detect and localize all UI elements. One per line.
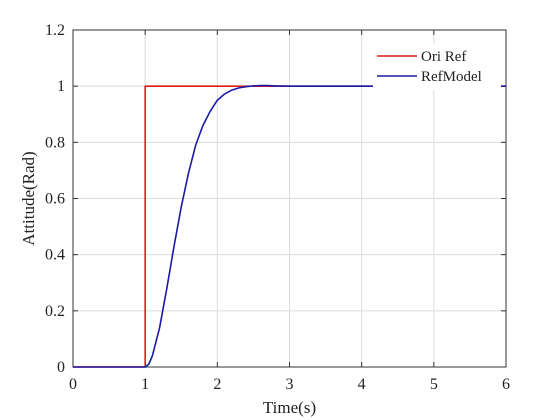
legend-label: Ori Ref xyxy=(421,49,466,65)
legend-label: RefModel xyxy=(421,69,482,85)
series-lines xyxy=(73,84,506,368)
series-line-2 xyxy=(73,84,506,368)
y-axis-label: Attitude(Rad) xyxy=(19,151,38,245)
x-tick-label: 5 xyxy=(430,376,438,393)
axis-ticks: 0 1 2 3 4 5 6 0 0.2 0.4 0.6 0.8 1 1.2 xyxy=(45,22,510,393)
y-tick-label: 0.6 xyxy=(45,191,65,208)
x-tick-label: 6 xyxy=(502,376,510,393)
x-axis-label: Time(s) xyxy=(263,398,316,417)
x-tick-label: 1 xyxy=(141,376,149,393)
legend: Ori Ref RefModel xyxy=(373,44,501,90)
x-tick-label: 2 xyxy=(213,376,221,393)
y-tick-label: 1.2 xyxy=(45,22,65,39)
x-tick-label: 0 xyxy=(69,376,77,393)
y-tick-label: 0 xyxy=(57,359,65,376)
x-tick-label: 4 xyxy=(358,376,366,393)
legend-box xyxy=(373,44,501,90)
y-tick-label: 1 xyxy=(57,78,65,95)
x-tick-label: 3 xyxy=(286,376,294,393)
y-tick-label: 0.4 xyxy=(45,247,65,264)
y-tick-label: 0.2 xyxy=(45,303,65,320)
y-tick-label: 0.8 xyxy=(45,134,65,151)
